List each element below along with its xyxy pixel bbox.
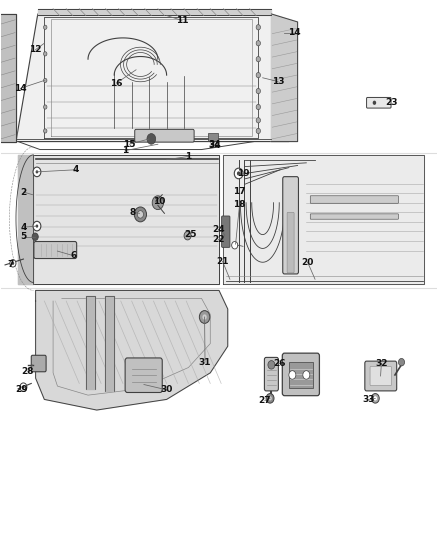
Polygon shape bbox=[16, 14, 289, 142]
Circle shape bbox=[43, 25, 47, 29]
Circle shape bbox=[43, 105, 47, 109]
Text: 22: 22 bbox=[212, 236, 224, 245]
Text: 1: 1 bbox=[185, 152, 191, 161]
Circle shape bbox=[268, 396, 272, 400]
Text: 18: 18 bbox=[233, 200, 246, 209]
Text: 1: 1 bbox=[122, 146, 128, 155]
FancyBboxPatch shape bbox=[125, 358, 162, 392]
FancyBboxPatch shape bbox=[265, 358, 279, 391]
Circle shape bbox=[43, 52, 47, 56]
Text: 30: 30 bbox=[160, 385, 173, 394]
Circle shape bbox=[256, 118, 261, 123]
Text: 14: 14 bbox=[288, 28, 300, 37]
Text: 6: 6 bbox=[71, 252, 77, 260]
Circle shape bbox=[12, 262, 14, 265]
Circle shape bbox=[138, 211, 144, 218]
Circle shape bbox=[184, 231, 191, 240]
Circle shape bbox=[22, 385, 25, 389]
FancyBboxPatch shape bbox=[365, 361, 397, 391]
Circle shape bbox=[234, 168, 243, 179]
Circle shape bbox=[256, 56, 261, 62]
Polygon shape bbox=[35, 290, 228, 410]
Text: 4: 4 bbox=[21, 223, 27, 232]
Text: 20: 20 bbox=[301, 258, 314, 266]
Text: 14: 14 bbox=[14, 84, 27, 93]
Circle shape bbox=[237, 171, 240, 175]
Text: 12: 12 bbox=[29, 45, 42, 54]
Circle shape bbox=[35, 170, 38, 173]
Circle shape bbox=[32, 233, 38, 240]
Polygon shape bbox=[1, 14, 16, 142]
Text: 7: 7 bbox=[7, 260, 14, 269]
FancyBboxPatch shape bbox=[367, 98, 391, 108]
Text: 21: 21 bbox=[216, 257, 229, 265]
FancyBboxPatch shape bbox=[283, 353, 319, 395]
FancyBboxPatch shape bbox=[310, 214, 399, 219]
Text: 34: 34 bbox=[208, 141, 221, 150]
Bar bbox=[289, 362, 313, 387]
Text: 15: 15 bbox=[123, 140, 136, 149]
FancyBboxPatch shape bbox=[135, 130, 194, 142]
Circle shape bbox=[33, 167, 41, 176]
Text: 26: 26 bbox=[273, 359, 286, 368]
Text: 32: 32 bbox=[375, 359, 388, 368]
Circle shape bbox=[35, 224, 38, 228]
FancyBboxPatch shape bbox=[283, 176, 298, 274]
FancyBboxPatch shape bbox=[31, 356, 46, 372]
Circle shape bbox=[20, 383, 27, 391]
Circle shape bbox=[134, 207, 147, 222]
Circle shape bbox=[202, 314, 207, 320]
Text: 19: 19 bbox=[237, 169, 250, 178]
Circle shape bbox=[256, 88, 261, 94]
Circle shape bbox=[371, 393, 379, 403]
Text: 34: 34 bbox=[208, 140, 221, 149]
Circle shape bbox=[289, 370, 296, 379]
Polygon shape bbox=[223, 155, 424, 284]
Text: 17: 17 bbox=[233, 187, 246, 196]
Bar bbox=[208, 133, 218, 141]
Polygon shape bbox=[18, 155, 219, 284]
FancyBboxPatch shape bbox=[287, 212, 294, 273]
Text: 5: 5 bbox=[21, 232, 27, 241]
Circle shape bbox=[43, 78, 47, 83]
FancyBboxPatch shape bbox=[34, 241, 77, 259]
Text: 28: 28 bbox=[21, 367, 34, 376]
Circle shape bbox=[373, 101, 376, 105]
Circle shape bbox=[256, 41, 261, 46]
Text: 31: 31 bbox=[199, 358, 211, 367]
FancyBboxPatch shape bbox=[370, 367, 392, 385]
Text: 2: 2 bbox=[21, 188, 27, 197]
Circle shape bbox=[268, 361, 275, 369]
Text: 33: 33 bbox=[363, 395, 375, 404]
Circle shape bbox=[266, 393, 274, 403]
Circle shape bbox=[374, 396, 377, 400]
Circle shape bbox=[256, 25, 261, 30]
FancyBboxPatch shape bbox=[310, 196, 399, 203]
Text: 11: 11 bbox=[176, 16, 188, 25]
Text: 8: 8 bbox=[130, 208, 136, 217]
Circle shape bbox=[147, 134, 155, 144]
Circle shape bbox=[232, 241, 238, 249]
Text: 4: 4 bbox=[73, 165, 79, 174]
Text: 13: 13 bbox=[272, 77, 284, 86]
Text: 25: 25 bbox=[184, 230, 197, 239]
Text: 23: 23 bbox=[385, 98, 398, 107]
Circle shape bbox=[256, 128, 261, 134]
Text: 24: 24 bbox=[212, 225, 224, 234]
Text: 10: 10 bbox=[153, 197, 166, 206]
FancyBboxPatch shape bbox=[222, 216, 230, 247]
Circle shape bbox=[256, 72, 261, 78]
Circle shape bbox=[33, 221, 41, 231]
Text: 16: 16 bbox=[110, 78, 123, 87]
Circle shape bbox=[199, 311, 210, 324]
Circle shape bbox=[43, 129, 47, 133]
Text: 27: 27 bbox=[258, 396, 271, 405]
Circle shape bbox=[152, 196, 163, 209]
Circle shape bbox=[10, 260, 16, 267]
Polygon shape bbox=[272, 14, 297, 142]
Text: 29: 29 bbox=[15, 385, 28, 394]
Circle shape bbox=[399, 359, 405, 366]
Circle shape bbox=[303, 370, 310, 379]
Circle shape bbox=[256, 104, 261, 110]
